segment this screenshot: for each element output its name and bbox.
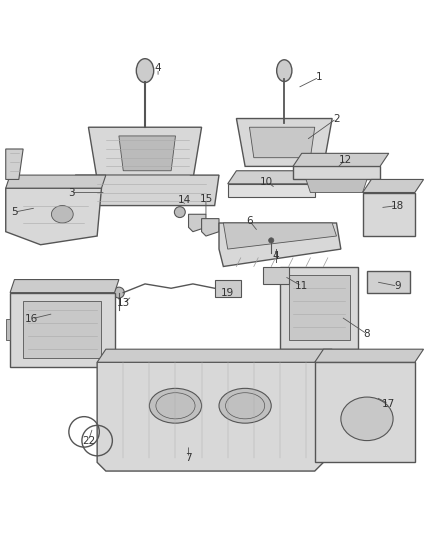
Polygon shape (293, 154, 389, 166)
Text: 16: 16 (25, 314, 39, 324)
Polygon shape (6, 175, 106, 188)
Polygon shape (23, 301, 102, 358)
Ellipse shape (174, 207, 185, 217)
Polygon shape (97, 362, 323, 471)
Polygon shape (88, 127, 201, 180)
Text: 10: 10 (260, 176, 273, 187)
Text: 14: 14 (177, 196, 191, 205)
Polygon shape (223, 223, 336, 249)
Polygon shape (219, 223, 341, 266)
Text: 4: 4 (155, 63, 161, 74)
Ellipse shape (341, 397, 393, 441)
Polygon shape (97, 349, 332, 362)
Text: 15: 15 (199, 194, 212, 204)
Text: 4: 4 (272, 251, 279, 261)
Text: 13: 13 (117, 298, 130, 309)
Polygon shape (363, 192, 415, 236)
Text: 22: 22 (82, 435, 95, 446)
Polygon shape (119, 136, 176, 171)
Polygon shape (289, 275, 350, 341)
Polygon shape (6, 149, 23, 180)
Polygon shape (306, 180, 367, 192)
Polygon shape (188, 214, 206, 232)
Text: 1: 1 (316, 72, 322, 82)
Polygon shape (293, 166, 380, 180)
Text: 9: 9 (394, 281, 401, 291)
Polygon shape (237, 118, 332, 166)
Polygon shape (262, 266, 289, 284)
Text: 18: 18 (391, 200, 404, 211)
Polygon shape (250, 127, 315, 158)
Ellipse shape (149, 389, 201, 423)
Text: 6: 6 (246, 216, 253, 226)
Polygon shape (228, 171, 323, 184)
Polygon shape (367, 271, 410, 293)
Polygon shape (363, 180, 424, 192)
Text: 17: 17 (382, 399, 396, 409)
Polygon shape (6, 188, 102, 245)
Text: 3: 3 (68, 188, 74, 198)
Polygon shape (215, 279, 241, 297)
Ellipse shape (51, 206, 73, 223)
Ellipse shape (113, 287, 124, 298)
Text: 5: 5 (11, 207, 18, 217)
Polygon shape (315, 349, 424, 362)
Text: 19: 19 (221, 288, 234, 297)
Polygon shape (228, 184, 315, 197)
Text: 7: 7 (185, 453, 192, 463)
Polygon shape (10, 279, 119, 293)
Text: 8: 8 (364, 329, 370, 339)
Ellipse shape (136, 59, 154, 83)
Text: 12: 12 (339, 155, 352, 165)
Ellipse shape (365, 382, 395, 413)
Polygon shape (10, 293, 115, 367)
Ellipse shape (268, 238, 274, 243)
Ellipse shape (277, 60, 292, 82)
Text: 2: 2 (333, 114, 340, 124)
Polygon shape (201, 219, 219, 236)
Ellipse shape (219, 389, 271, 423)
Text: 11: 11 (295, 281, 308, 291)
Polygon shape (6, 319, 10, 341)
Polygon shape (315, 362, 415, 462)
Ellipse shape (369, 386, 391, 408)
Polygon shape (280, 266, 358, 349)
Polygon shape (75, 175, 219, 206)
